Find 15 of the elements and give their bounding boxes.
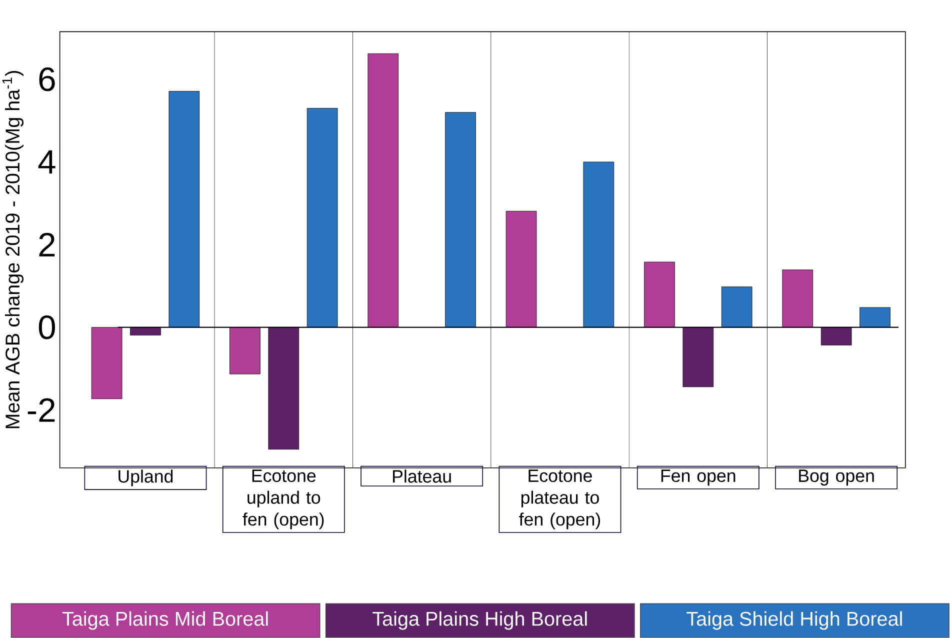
x-tick-label: Upland	[118, 469, 173, 486]
text: Taiga Shield High Boreal	[686, 611, 902, 630]
y-tick-label: 0	[38, 315, 55, 340]
y-tick-label: 2	[39, 232, 55, 256]
y-tick-label: 6	[39, 67, 55, 91]
x-tick-label: Ecotone upland to fen (open)	[242, 469, 324, 530]
y-tick-label: 4	[38, 150, 56, 174]
x-tick-label: Fen open	[661, 469, 736, 486]
text: Taiga Plains Mid Boreal	[62, 611, 268, 630]
y-tick-label: -2	[28, 398, 55, 422]
y-axis-title: Mean AGB change 2019 - 2010(Mg ha$^{-1}$)	[2, 70, 24, 428]
text: Taiga Plains High Boreal	[372, 611, 587, 630]
x-tick-label: Bog open	[799, 469, 874, 486]
x-tick-label: Plateau	[393, 469, 451, 483]
x-tick-label: Ecotone plateau to fen (open)	[519, 469, 600, 530]
